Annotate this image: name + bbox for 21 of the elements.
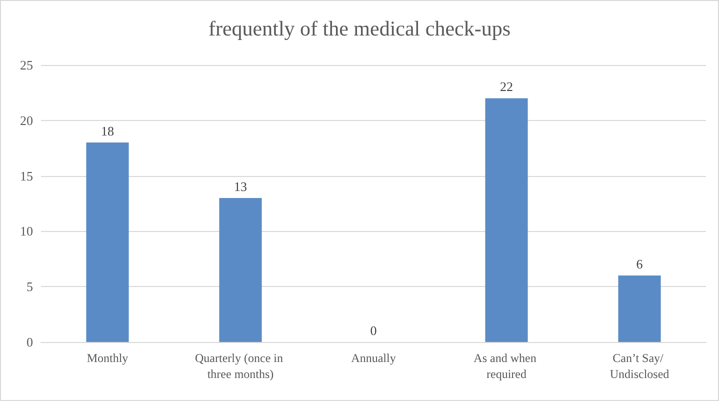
bar [219,198,262,342]
y-tick-label: 20 [20,112,33,128]
data-label: 13 [234,178,247,194]
x-tick-label: Monthly [86,351,128,365]
x-tick-label: Quarterly (once in three months) [195,351,286,381]
y-tick-label: 0 [26,334,33,350]
x-tick-label: Annually [351,351,396,365]
y-tick-label: 15 [20,168,33,184]
bar [86,142,129,342]
y-tick-label: 5 [26,279,33,294]
data-label: 22 [500,79,513,94]
data-label: 18 [101,124,114,139]
x-tick-label: As and when required [474,351,540,381]
bar [618,276,661,342]
bar [485,98,528,342]
x-tick-label: Can’t Say/ Undisclosed [610,351,670,381]
chart-title: frequently of the medical check-ups [208,16,511,40]
data-label: 6 [636,256,644,272]
data-label: 0 [370,323,377,338]
y-tick-label: 25 [20,58,33,72]
y-tick-label: 10 [20,224,33,239]
